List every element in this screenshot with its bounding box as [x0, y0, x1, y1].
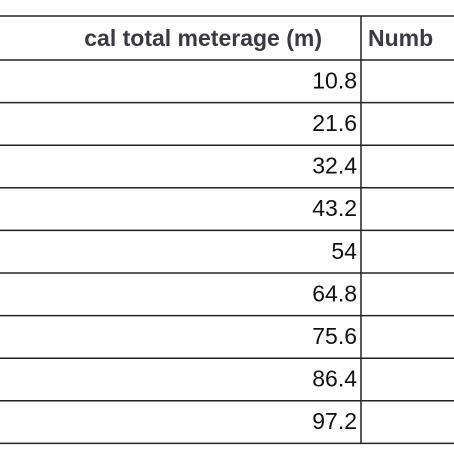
cell: 43.2 — [312, 195, 357, 221]
column-header: cal total meterage (m) — [84, 25, 322, 51]
cell: 64.8 — [312, 280, 357, 306]
cell: 21.6 — [312, 110, 357, 136]
cell: 86.4 — [312, 366, 357, 392]
column-header: Numb — [368, 25, 433, 51]
cell: 97.2 — [312, 408, 357, 434]
cell: 32.4 — [312, 153, 357, 179]
cell: 54 — [331, 238, 357, 264]
cell: 75.6 — [312, 323, 357, 349]
cell: 10.8 — [312, 67, 357, 93]
